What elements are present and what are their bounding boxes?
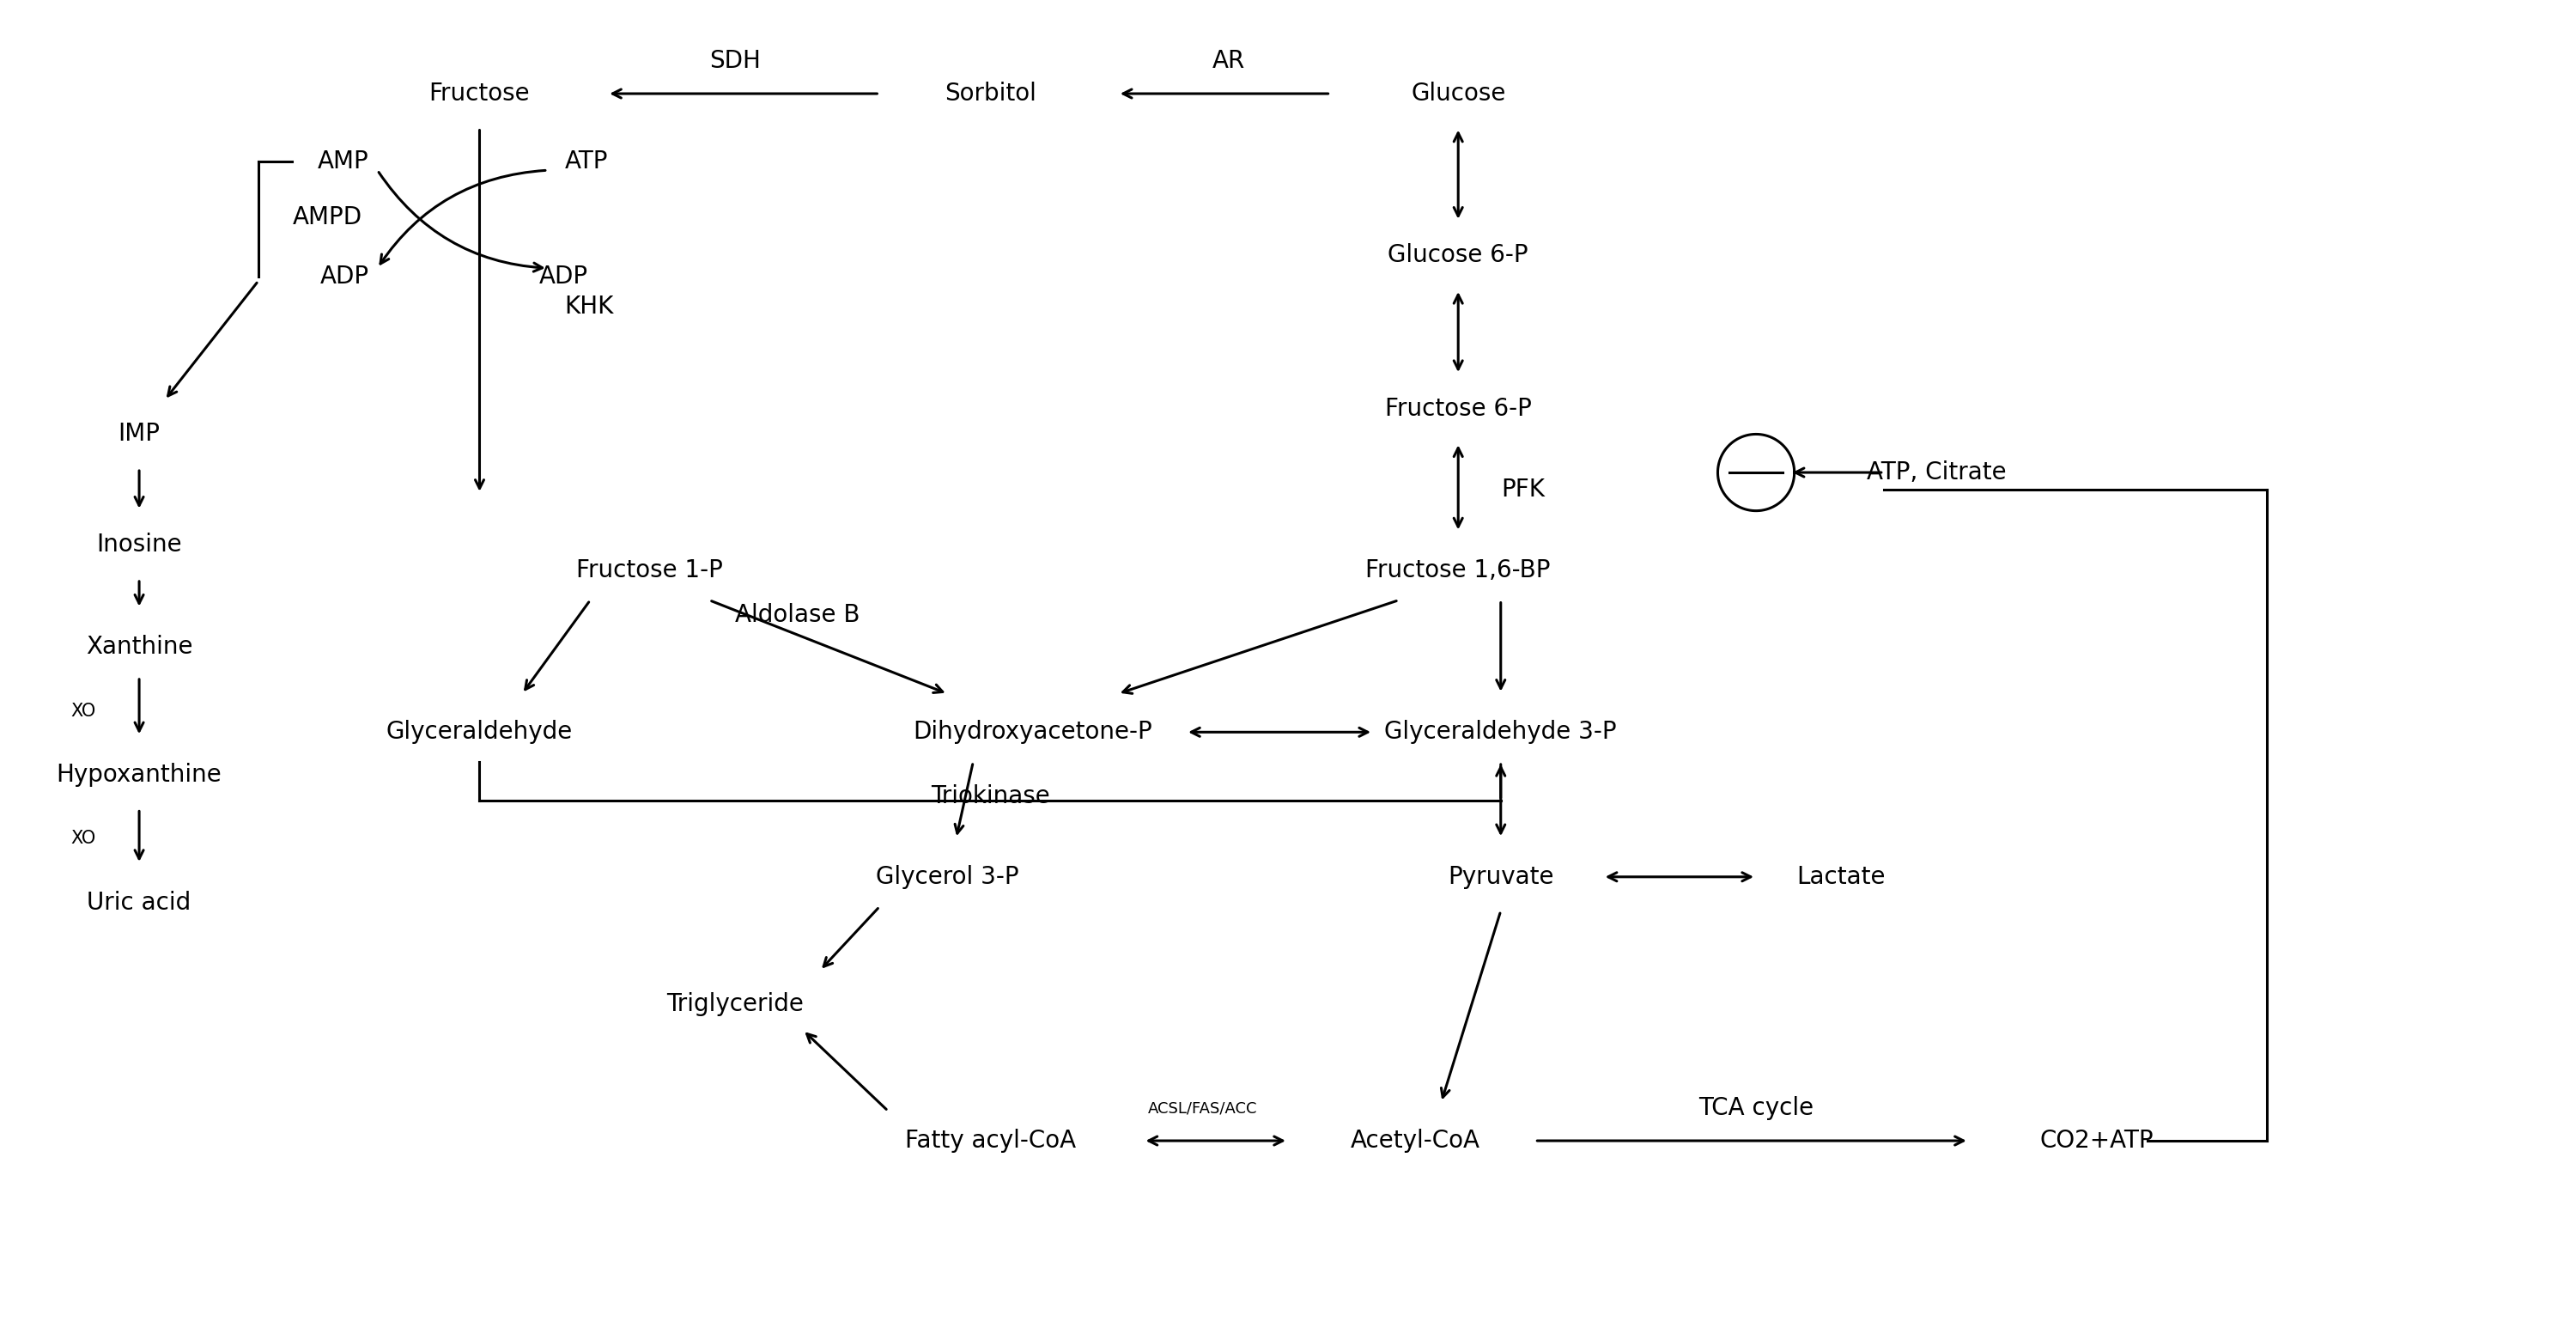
Text: Inosine: Inosine (95, 532, 183, 556)
Text: Triokinase: Triokinase (930, 784, 1051, 808)
Text: Fatty acyl-CoA: Fatty acyl-CoA (904, 1129, 1077, 1153)
Text: XO: XO (72, 702, 95, 719)
Text: Triglyceride: Triglyceride (667, 992, 804, 1017)
Text: Lactate: Lactate (1795, 864, 1886, 888)
Text: XO: XO (72, 830, 95, 847)
Text: Fructose 6-P: Fructose 6-P (1386, 396, 1533, 420)
Text: Glucose 6-P: Glucose 6-P (1388, 243, 1528, 267)
Text: TCA cycle: TCA cycle (1698, 1097, 1814, 1121)
Text: Fructose: Fructose (430, 81, 531, 105)
Text: AR: AR (1213, 49, 1244, 73)
Text: Dihydroxyacetone-P: Dihydroxyacetone-P (912, 720, 1151, 744)
Text: ADP: ADP (319, 264, 368, 288)
Text: IMP: IMP (118, 422, 160, 446)
Text: Aldolase B: Aldolase B (734, 603, 860, 627)
Text: KHK: KHK (564, 295, 613, 319)
Text: CO2+ATP: CO2+ATP (2040, 1129, 2154, 1153)
Text: PFK: PFK (1502, 478, 1546, 502)
Text: Hypoxanthine: Hypoxanthine (57, 763, 222, 787)
Text: AMPD: AMPD (291, 205, 363, 229)
Text: Sorbitol: Sorbitol (945, 81, 1036, 105)
Text: AMP: AMP (317, 149, 368, 173)
Text: ATP, Citrate: ATP, Citrate (1868, 460, 2007, 484)
Text: Xanthine: Xanthine (85, 635, 193, 659)
Text: ADP: ADP (538, 264, 587, 288)
Text: ATP: ATP (564, 149, 608, 173)
Text: Uric acid: Uric acid (88, 890, 191, 914)
Text: Pyruvate: Pyruvate (1448, 864, 1553, 888)
Text: Glyceraldehyde: Glyceraldehyde (386, 720, 572, 744)
Text: ACSL/FAS/ACC: ACSL/FAS/ACC (1149, 1101, 1257, 1117)
Text: Glycerol 3-P: Glycerol 3-P (876, 864, 1020, 888)
Text: SDH: SDH (708, 49, 760, 73)
Text: Fructose 1,6-BP: Fructose 1,6-BP (1365, 559, 1551, 583)
Text: Glyceraldehyde 3-P: Glyceraldehyde 3-P (1383, 720, 1618, 744)
Text: Acetyl-CoA: Acetyl-CoA (1350, 1129, 1481, 1153)
Text: Fructose 1-P: Fructose 1-P (577, 559, 724, 583)
Text: Glucose: Glucose (1412, 81, 1504, 105)
